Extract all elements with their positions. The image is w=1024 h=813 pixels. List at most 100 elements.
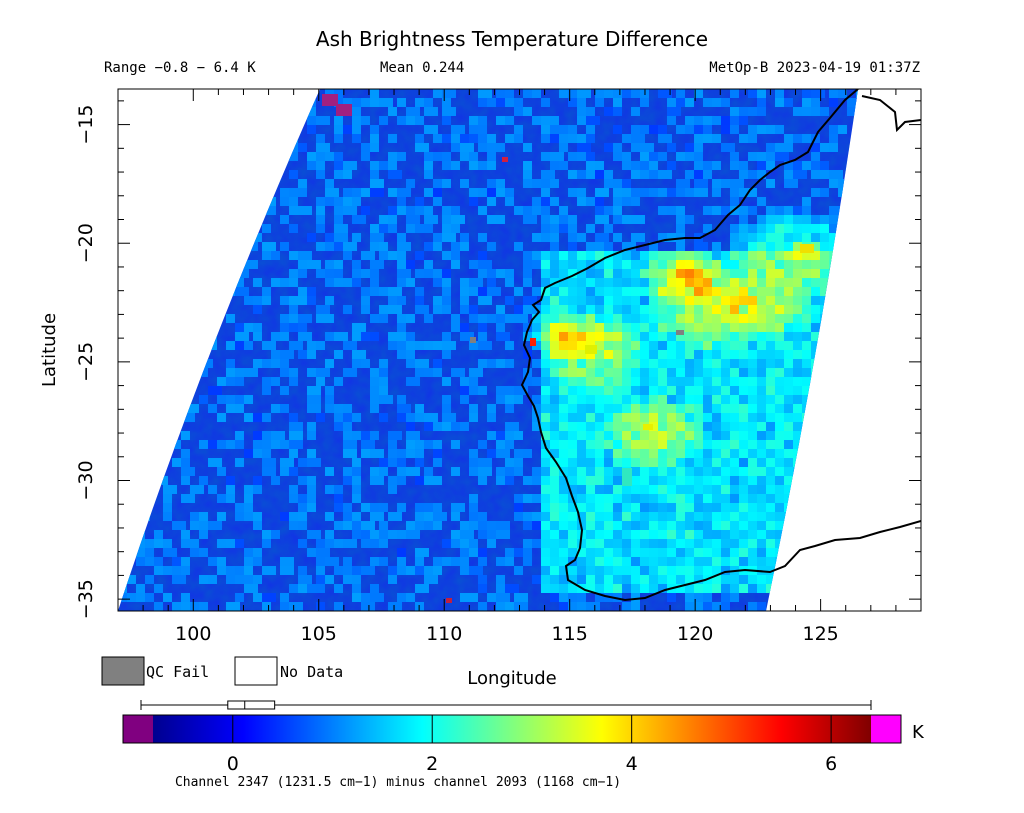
data-pixel [748, 413, 757, 422]
data-pixel [604, 179, 613, 188]
data-pixel [415, 449, 424, 458]
data-pixel [712, 269, 721, 278]
data-pixel [559, 530, 573, 539]
data-pixel [586, 539, 600, 548]
data-pixel [595, 485, 609, 494]
data-pixel [181, 566, 190, 575]
data-pixel [532, 476, 541, 485]
data-pixel [712, 242, 721, 251]
data-pixel [757, 296, 771, 305]
data-pixel [802, 206, 811, 215]
data-pixel [784, 134, 798, 143]
data-pixel [334, 602, 343, 611]
data-pixel [667, 539, 676, 548]
data-pixel [352, 188, 361, 197]
data-pixel [613, 557, 622, 566]
data-pixel [523, 206, 537, 215]
data-pixel [685, 323, 694, 332]
data-pixel [541, 566, 550, 575]
data-pixel [370, 179, 384, 188]
data-pixel [235, 575, 244, 584]
data-pixel [370, 170, 379, 179]
data-pixel [829, 215, 838, 224]
data-pixel [793, 107, 802, 116]
data-pixel [766, 278, 775, 287]
data-pixel [361, 521, 375, 530]
data-pixel [775, 440, 784, 449]
data-pixel [703, 467, 717, 476]
data-pixel [496, 116, 505, 125]
data-pixel [613, 458, 622, 467]
data-pixel [712, 539, 721, 548]
data-pixel [235, 341, 249, 350]
data-pixel [343, 503, 352, 512]
data-pixel [667, 323, 676, 332]
data-pixel [802, 134, 811, 143]
data-pixel [667, 161, 676, 170]
data-pixel [370, 278, 379, 287]
data-pixel [505, 188, 514, 197]
colorbar-unit: K [912, 722, 925, 743]
data-pixel [451, 242, 460, 251]
data-pixel [667, 494, 676, 503]
data-pixel [316, 206, 325, 215]
data-pixel [748, 170, 757, 179]
data-pixel [586, 269, 595, 278]
data-pixel [739, 413, 748, 422]
data-pixel [721, 179, 730, 188]
data-pixel [721, 386, 735, 395]
data-pixel [577, 548, 586, 557]
data-pixel [649, 485, 658, 494]
data-pixel [685, 458, 694, 467]
data-pixel [613, 287, 627, 296]
data-pixel [451, 260, 460, 269]
data-pixel [316, 152, 325, 161]
data-pixel [298, 584, 312, 593]
data-pixel [415, 251, 424, 260]
data-pixel [622, 296, 631, 305]
data-pixel [586, 476, 595, 485]
data-pixel [577, 593, 586, 602]
data-pixel [388, 449, 402, 458]
data-pixel [469, 593, 478, 602]
data-pixel [388, 602, 402, 611]
data-pixel [388, 161, 397, 170]
data-pixel [730, 287, 739, 296]
data-pixel [613, 260, 622, 269]
data-pixel [505, 422, 519, 431]
data-pixel [604, 323, 613, 332]
data-pixel [622, 539, 631, 548]
data-pixel [469, 314, 478, 323]
data-pixel [685, 440, 699, 449]
data-pixel [334, 350, 343, 359]
data-pixel [775, 494, 784, 503]
data-pixel [748, 467, 757, 476]
data-pixel [757, 512, 771, 521]
data-pixel [523, 323, 532, 332]
data-pixel [649, 170, 658, 179]
data-pixel [496, 584, 505, 593]
data-pixel [271, 404, 280, 413]
data-pixel [307, 116, 316, 125]
map-plot [118, 89, 921, 611]
data-pixel [649, 314, 663, 323]
data-pixel [793, 431, 802, 440]
data-pixel [442, 404, 451, 413]
data-pixel [802, 269, 811, 278]
data-pixel [712, 440, 721, 449]
data-pixel [316, 377, 325, 386]
data-pixel [613, 386, 622, 395]
data-pixel [442, 134, 451, 143]
data-pixel [334, 503, 348, 512]
data-pixel [595, 413, 609, 422]
data-pixel [802, 161, 811, 170]
data-pixel [388, 188, 397, 197]
data-pixel [379, 251, 388, 260]
data-pixel [550, 503, 559, 512]
data-pixel [829, 134, 838, 143]
data-pixel [595, 251, 604, 260]
data-pixel [550, 305, 559, 314]
data-pixel [604, 377, 613, 386]
data-pixel [748, 107, 757, 116]
data-pixel [415, 413, 424, 422]
